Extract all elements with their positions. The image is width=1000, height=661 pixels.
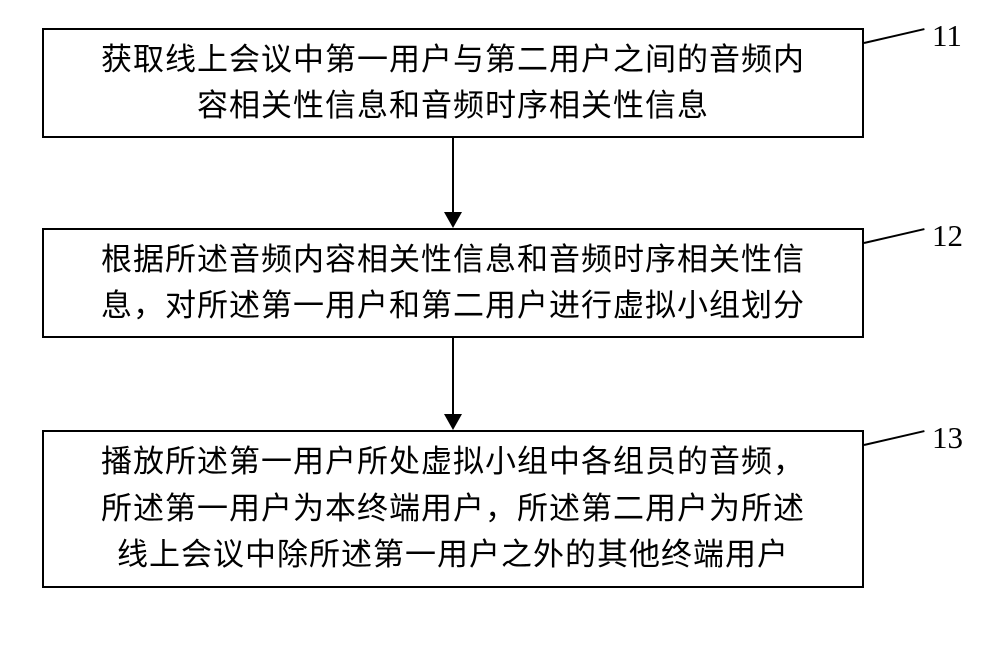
arrow-2-3-line (452, 338, 454, 414)
step2-line2: 息，对所述第一用户和第二用户进行虚拟小组划分 (101, 288, 805, 323)
step3-line1: 播放所述第一用户所处虚拟小组中各组员的音频， (101, 444, 805, 479)
flow-step-2: 根据所述音频内容相关性信息和音频时序相关性信 息，对所述第一用户和第二用户进行虚… (42, 228, 864, 338)
flow-step-2-text: 根据所述音频内容相关性信息和音频时序相关性信 息，对所述第一用户和第二用户进行虚… (101, 237, 805, 330)
step3-line3: 线上会议中除所述第一用户之外的其他终端用户 (117, 537, 789, 572)
arrow-1-2-line (452, 138, 454, 212)
step-label-11: 11 (932, 18, 962, 54)
arrow-2-3-head (444, 414, 462, 430)
flow-step-3: 播放所述第一用户所处虚拟小组中各组员的音频， 所述第一用户为本终端用户，所述第二… (42, 430, 864, 588)
arrow-1-2-head (444, 212, 462, 228)
leader-line-1 (864, 28, 925, 44)
step1-line1: 获取线上会议中第一用户与第二用户之间的音频内 (101, 42, 805, 77)
step-label-12: 12 (932, 218, 963, 254)
flow-step-1: 获取线上会议中第一用户与第二用户之间的音频内 容相关性信息和音频时序相关性信息 (42, 28, 864, 138)
step1-line2: 容相关性信息和音频时序相关性信息 (197, 88, 709, 123)
step2-line1: 根据所述音频内容相关性信息和音频时序相关性信 (101, 242, 805, 277)
step3-line2: 所述第一用户为本终端用户，所述第二用户为所述 (101, 491, 805, 526)
flow-step-3-text: 播放所述第一用户所处虚拟小组中各组员的音频， 所述第一用户为本终端用户，所述第二… (101, 439, 805, 579)
leader-line-2 (864, 228, 925, 244)
step-label-13: 13 (932, 420, 963, 456)
leader-line-3 (864, 430, 925, 446)
flow-step-1-text: 获取线上会议中第一用户与第二用户之间的音频内 容相关性信息和音频时序相关性信息 (101, 37, 805, 130)
